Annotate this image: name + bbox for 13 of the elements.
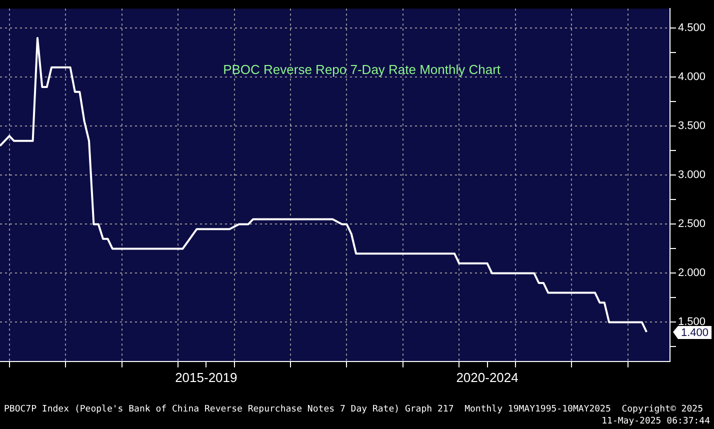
x-tick-label: 2020-2024 [456, 370, 518, 385]
text: PBOC7P Index (People's Bank of China Reverse Repurchase Notes 7 Day Rate) Graph 217 Monthly 19MAY1995-10MAY2025 Copyright© 2025 [4, 404, 703, 414]
x-tick-label: 2015-2019 [175, 370, 238, 385]
y-tick-label: 1.500 [678, 316, 706, 328]
y-tick-label: 4.000 [678, 71, 706, 84]
text: 11-May-2025 06:37:44 [602, 416, 710, 426]
y-tick-label: 2.000 [678, 267, 706, 280]
text: PBOC Reverse Repo 7-Day Rate Monthly Chart [223, 62, 501, 78]
y-tick-label: 3.500 [678, 120, 706, 132]
y-tick-label: 2.500 [678, 218, 706, 230]
y-tick-label: 3.000 [678, 169, 706, 182]
y-tick-label: 4.500 [678, 22, 706, 34]
text: 1.400 [681, 327, 709, 340]
